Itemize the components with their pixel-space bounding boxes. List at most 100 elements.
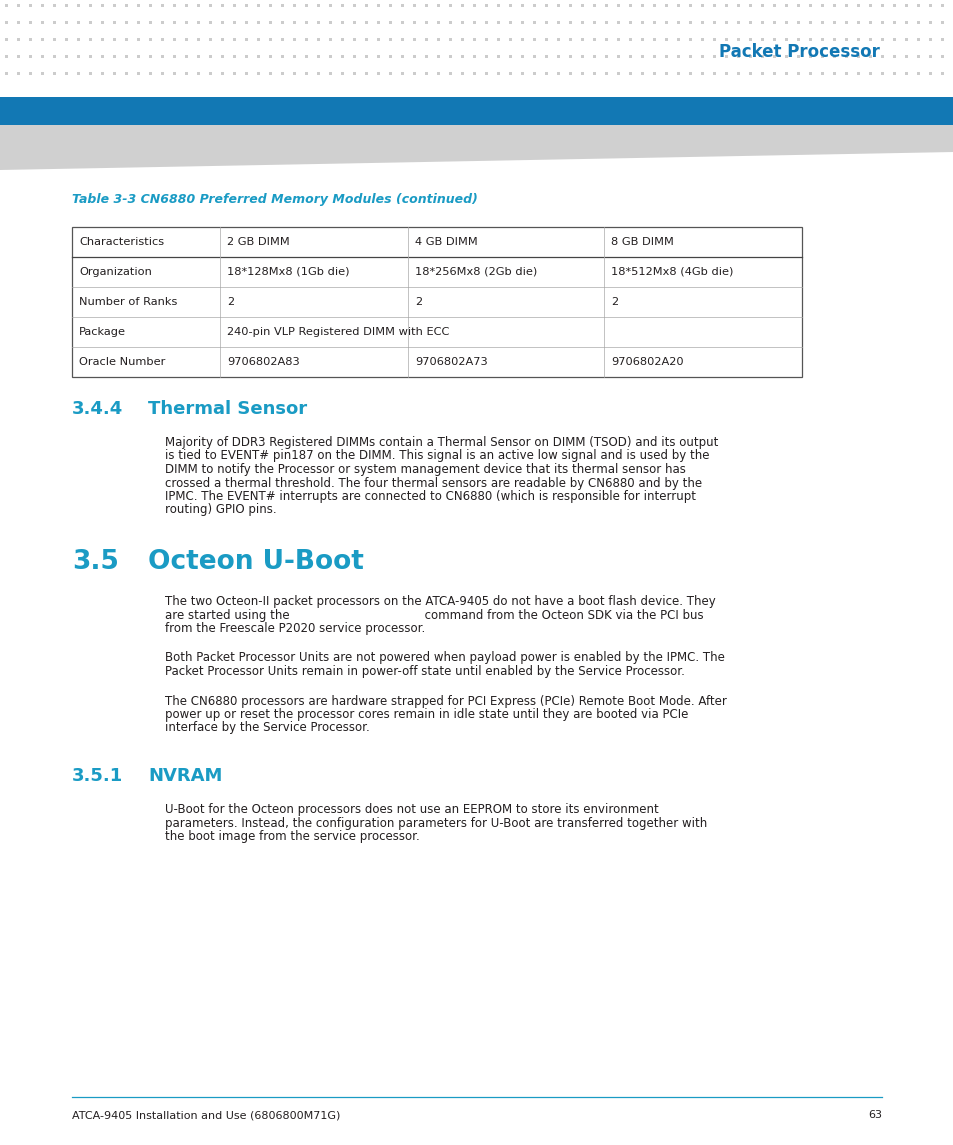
Text: power up or reset the processor cores remain in idle state until they are booted: power up or reset the processor cores re… [165,708,688,721]
Bar [664,72,667,76]
Bar [832,3,835,7]
Bar [41,55,44,58]
Bar [821,3,823,7]
Bar [737,38,740,41]
Bar [796,38,800,41]
Bar [748,21,751,24]
Bar [509,38,512,41]
Bar [77,3,80,7]
Bar [808,55,811,58]
Text: is tied to EVENT# pin187 on the DIMM. This signal is an active low signal and is: is tied to EVENT# pin187 on the DIMM. Th… [165,450,709,463]
Bar [796,55,800,58]
Bar [245,72,248,76]
Bar [640,55,643,58]
Bar [916,72,919,76]
Bar [640,3,643,7]
Text: Number of Ranks: Number of Ranks [79,297,177,307]
Text: 4 GB DIMM: 4 GB DIMM [415,237,477,247]
Bar [137,55,140,58]
Bar [593,21,596,24]
Bar [473,3,476,7]
Bar [904,55,907,58]
Bar [484,55,488,58]
Bar [17,38,20,41]
Bar [533,38,536,41]
Bar [856,38,859,41]
Bar [413,21,416,24]
Bar [424,72,428,76]
Text: IPMC. The EVENT# interrupts are connected to CN6880 (which is responsible for in: IPMC. The EVENT# interrupts are connecte… [165,490,696,503]
Bar [856,72,859,76]
Bar [340,21,344,24]
Bar [89,38,91,41]
Bar [293,55,295,58]
Bar [520,21,523,24]
Bar [832,55,835,58]
Bar [652,55,656,58]
Bar [233,3,235,7]
Bar [712,72,716,76]
Bar [413,38,416,41]
Bar [89,3,91,7]
Text: ATCA-9405 Installation and Use (6806800M71G): ATCA-9405 Installation and Use (6806800M… [71,1110,340,1120]
Bar [821,72,823,76]
Bar [53,3,56,7]
Bar [688,55,691,58]
Bar [737,3,740,7]
Bar [281,72,284,76]
Bar [868,55,871,58]
Bar [712,38,716,41]
Bar [449,3,452,7]
Text: Organization: Organization [79,267,152,277]
Bar [149,72,152,76]
Bar [293,3,295,7]
Bar [628,21,631,24]
Bar [640,38,643,41]
Text: Both Packet Processor Units are not powered when payload power is enabled by the: Both Packet Processor Units are not powe… [165,652,724,664]
Bar [557,21,559,24]
Bar [928,3,931,7]
Bar [880,3,883,7]
Bar [509,72,512,76]
Bar [233,55,235,58]
Bar [305,38,308,41]
Bar [844,55,847,58]
Bar [652,3,656,7]
Bar [700,3,703,7]
Bar [664,21,667,24]
Bar [628,72,631,76]
Bar [29,21,32,24]
Bar [557,55,559,58]
Bar [724,72,727,76]
Text: 3.5: 3.5 [71,548,119,575]
Bar [688,3,691,7]
Text: 2: 2 [610,297,618,307]
Bar [389,21,392,24]
Bar [269,55,272,58]
Bar [400,55,403,58]
Bar [904,38,907,41]
Bar [281,3,284,7]
Text: 2: 2 [415,297,421,307]
Bar [796,72,800,76]
Bar [664,38,667,41]
Bar [904,21,907,24]
Bar [868,38,871,41]
Bar [245,3,248,7]
Bar [53,21,56,24]
Bar [604,3,607,7]
Bar [737,72,740,76]
Bar [580,3,583,7]
Bar [305,21,308,24]
Bar [17,3,20,7]
Bar [53,72,56,76]
Bar [293,72,295,76]
Bar [172,72,175,76]
Bar [161,3,164,7]
Bar [365,72,368,76]
Bar [724,3,727,7]
Bar [760,72,763,76]
Bar [77,38,80,41]
Bar [832,72,835,76]
Bar [53,55,56,58]
